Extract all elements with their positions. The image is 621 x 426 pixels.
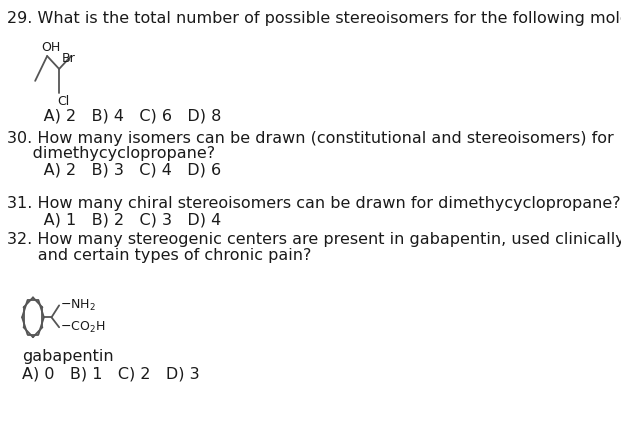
Text: A) 2   B) 4   C) 6   D) 8: A) 2 B) 4 C) 6 D) 8 (18, 109, 221, 124)
Text: dimethycyclopropane?: dimethycyclopropane? (7, 147, 215, 161)
Text: A) 1   B) 2   C) 3   D) 4: A) 1 B) 2 C) 3 D) 4 (18, 212, 221, 227)
Text: 30. How many isomers can be drawn (constitutional and stereoisomers) for: 30. How many isomers can be drawn (const… (7, 130, 614, 146)
Text: 31. How many chiral stereoisomers can be drawn for dimethycyclopropane?: 31. How many chiral stereoisomers can be… (7, 196, 620, 211)
Text: A) 0   B) 1   C) 2   D) 3: A) 0 B) 1 C) 2 D) 3 (22, 367, 200, 382)
Text: Br: Br (61, 52, 75, 65)
Text: A) 2   B) 3   C) 4   D) 6: A) 2 B) 3 C) 4 D) 6 (18, 162, 221, 177)
Text: gabapentin: gabapentin (22, 349, 114, 364)
Text: Cl: Cl (57, 95, 69, 108)
Text: 32. How many stereogenic centers are present in gabapentin, used clinically to t: 32. How many stereogenic centers are pre… (7, 232, 621, 247)
Text: $\mathregular{-CO_2H}$: $\mathregular{-CO_2H}$ (60, 320, 106, 335)
Text: 29. What is the total number of possible stereoisomers for the following molecul: 29. What is the total number of possible… (7, 12, 621, 26)
Text: OH: OH (42, 41, 61, 54)
Text: $\mathregular{-NH_2}$: $\mathregular{-NH_2}$ (60, 298, 96, 313)
Text: and certain types of chronic pain?: and certain types of chronic pain? (7, 248, 311, 263)
